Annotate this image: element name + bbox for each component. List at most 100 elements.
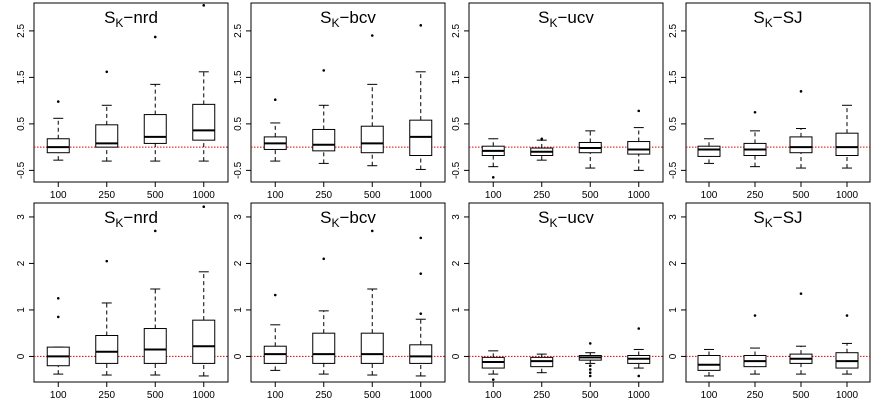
box-100 bbox=[263, 98, 287, 162]
title-suffix: −nrd bbox=[123, 208, 158, 227]
x-tick-label: 1000 bbox=[410, 390, 433, 401]
title-suffix: −SJ bbox=[773, 208, 803, 227]
y-tick-label: 0.5 bbox=[16, 116, 27, 130]
panel-5: 0 1 2 3 100 250 500 1000 SK−nrd bbox=[16, 202, 229, 401]
outlier-point bbox=[588, 374, 592, 378]
outlier-point bbox=[588, 342, 592, 345]
box-500 bbox=[360, 34, 384, 167]
outlier-point bbox=[753, 314, 757, 317]
box-250 bbox=[530, 137, 554, 161]
y-tick-label: 3 bbox=[16, 214, 27, 220]
box-1000 bbox=[192, 205, 216, 377]
box-250 bbox=[95, 70, 119, 162]
box-100 bbox=[46, 100, 70, 161]
y-tick-label: 2.5 bbox=[668, 24, 679, 38]
y-tick-label: 2.5 bbox=[451, 24, 462, 38]
title-main: S bbox=[538, 8, 549, 27]
panel-frame bbox=[33, 2, 229, 183]
box-iqr bbox=[697, 145, 721, 157]
box-iqr bbox=[143, 328, 167, 364]
box-1000 bbox=[409, 236, 433, 377]
outlier-point bbox=[56, 297, 60, 300]
box-1000 bbox=[835, 104, 859, 169]
outlier-point bbox=[322, 69, 326, 72]
outlier-point bbox=[753, 110, 757, 114]
title-main: S bbox=[104, 8, 115, 27]
x-tick-label: 250 bbox=[98, 390, 115, 401]
title-subscript: K bbox=[549, 216, 557, 230]
x-tick-label: 500 bbox=[147, 190, 164, 201]
y-tick-label: 1.5 bbox=[16, 70, 27, 84]
x-tick-label: 100 bbox=[267, 390, 284, 401]
y-tick-label: 1.5 bbox=[233, 70, 244, 84]
box-iqr bbox=[192, 319, 216, 364]
panel-title: SK−nrd bbox=[104, 8, 158, 30]
box-iqr bbox=[312, 128, 336, 152]
outlier-point bbox=[273, 98, 277, 102]
panel-2: -0.5 0.5 1.5 2.5 100 250 500 1000 SK−bcv bbox=[233, 2, 446, 201]
x-tick-label: 100 bbox=[701, 190, 718, 201]
box-iqr bbox=[312, 332, 336, 364]
box-500 bbox=[789, 292, 813, 375]
box-1000 bbox=[835, 314, 859, 375]
outlier-point bbox=[419, 312, 423, 315]
y-tick-label: 3 bbox=[451, 214, 462, 220]
x-tick-label: 500 bbox=[147, 390, 164, 401]
box-250 bbox=[95, 259, 119, 376]
box-100 bbox=[263, 293, 287, 371]
outlier-point bbox=[419, 236, 423, 240]
panel-4: -0.5 0.5 1.5 2.5 100 250 500 1000 SK−SJ bbox=[668, 2, 871, 201]
outlier-point bbox=[845, 314, 849, 317]
x-tick-label: 500 bbox=[793, 390, 810, 401]
title-main: S bbox=[538, 208, 549, 227]
x-tick-label: 500 bbox=[364, 190, 381, 201]
y-tick-label: 0.5 bbox=[451, 116, 462, 130]
title-main: S bbox=[320, 208, 331, 227]
x-tick-label: 100 bbox=[50, 190, 67, 201]
outlier-point bbox=[637, 109, 641, 113]
title-subscript: K bbox=[331, 216, 339, 230]
title-suffix: −bcv bbox=[339, 8, 376, 27]
box-100 bbox=[46, 297, 70, 375]
box-250 bbox=[743, 110, 767, 168]
outlier-point bbox=[370, 229, 374, 233]
y-tick-label: 2.5 bbox=[233, 24, 244, 38]
y-tick-label: -0.5 bbox=[233, 161, 244, 179]
outlier-point bbox=[153, 35, 157, 39]
outlier-point bbox=[491, 176, 495, 179]
box-100 bbox=[481, 138, 505, 179]
title-subscript: K bbox=[331, 16, 339, 30]
x-tick-label: 250 bbox=[747, 390, 764, 401]
panel-6: 0 1 2 3 100 250 500 1000 SK−bcv bbox=[233, 202, 446, 401]
title-suffix: −ucv bbox=[557, 208, 594, 227]
x-tick-label: 250 bbox=[747, 190, 764, 201]
title-main: S bbox=[753, 8, 764, 27]
box-1000 bbox=[409, 24, 433, 170]
outlier-point bbox=[540, 137, 544, 141]
outlier-point bbox=[370, 34, 374, 37]
x-tick-label: 500 bbox=[582, 390, 599, 401]
x-tick-label: 250 bbox=[98, 190, 115, 201]
title-subscript: K bbox=[115, 216, 123, 230]
title-suffix: −bcv bbox=[339, 208, 376, 227]
panel-frame bbox=[468, 202, 664, 383]
y-tick-label: 0 bbox=[233, 353, 244, 359]
box-1000 bbox=[192, 4, 216, 162]
y-tick-label: 2 bbox=[233, 260, 244, 266]
y-tick-label: 3 bbox=[233, 214, 244, 220]
box-1000 bbox=[627, 109, 651, 171]
y-tick-label: 1 bbox=[233, 307, 244, 313]
outlier-point bbox=[588, 368, 592, 371]
outlier-point bbox=[491, 378, 495, 381]
box-iqr bbox=[697, 354, 721, 371]
x-tick-label: 100 bbox=[485, 190, 502, 201]
box-iqr bbox=[627, 141, 651, 155]
panel-frame bbox=[468, 2, 664, 183]
y-tick-label: -0.5 bbox=[451, 161, 462, 179]
outlier-point bbox=[273, 293, 277, 297]
y-tick-label: -0.5 bbox=[16, 161, 27, 179]
title-suffix: −nrd bbox=[123, 8, 158, 27]
panel-title: SK−ucv bbox=[538, 208, 594, 230]
outlier-point bbox=[153, 229, 157, 233]
